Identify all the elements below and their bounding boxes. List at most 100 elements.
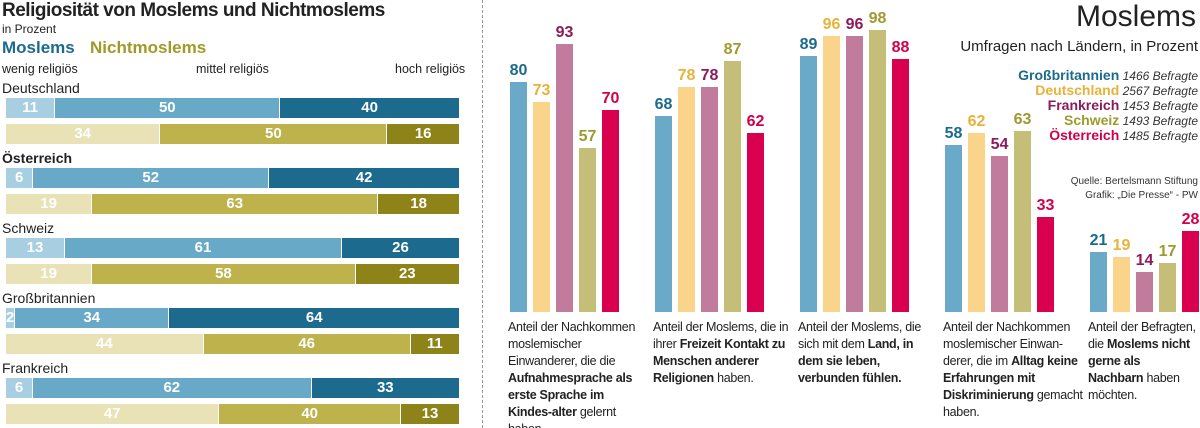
data-label: 78 [700,67,719,85]
right-chart-subtitle: Umfragen nach Ländern, in Prozent [960,38,1198,55]
bar-segment-moslems-1: 52 [33,168,269,188]
legend-country: Großbritannien [1018,67,1120,83]
legend-country: Schweiz [1064,112,1120,128]
data-label: 73 [532,81,551,99]
data-label: 57 [578,127,597,145]
data-label: 93 [555,24,574,42]
bar [991,156,1008,312]
bar-segment-nichtmoslems-0: 19 [6,194,92,214]
bar [602,110,619,312]
country-label: Deutschland [2,80,80,96]
bar-segment-moslems-2: 26 [341,238,459,258]
bar-segment-moslems-1: 62 [32,378,311,398]
bar-segment-nichtmoslems-1: 58 [92,264,355,284]
bar [892,58,909,312]
bar [579,147,596,312]
bar-segment-nichtmoslems-0: 19 [6,264,92,284]
data-label: 28 [1181,211,1200,229]
left-chart-title: Religiosität von Moslems und Nichtmoslem… [2,0,385,21]
country-label: Österreich [2,150,73,166]
bar-segment-moslems-1: 50 [55,98,280,118]
level-low-label: wenig religiös [2,62,78,76]
bar-segment-nichtmoslems-0: 34 [6,124,160,144]
bar-segment-moslems-0: 13 [6,238,65,258]
country-label: Großbritannien [2,290,96,306]
category-description: Anteil der Nachkommen moslemischer Einwa… [508,320,636,428]
data-label: 62 [746,113,765,131]
bar-segment-moslems-0: 2 [6,308,15,328]
country-label: Schweiz [2,220,55,236]
legend-item: Großbritannien 1466 Befragte [1018,67,1198,84]
data-label: 87 [723,41,742,59]
legend-item: Österreich 1485 Befragte [1049,127,1198,144]
data-label: 89 [799,35,818,53]
bar [968,133,985,312]
legend-nichtmoslems: Nichtmoslems [90,38,207,57]
bar [1090,251,1107,312]
bar-segment-moslems-2: 40 [280,98,459,118]
level-mid-label: mittel religiös [196,62,269,76]
credit: Grafik: „Die Presse“ - PW [1085,190,1198,201]
source: Quelle: Bertelsmann Stiftung [1070,176,1198,187]
divider [482,0,483,428]
bar-segment-nichtmoslems-2: 18 [378,194,459,214]
category-description: Anteil der Nachkommen moslemischer Einwa… [943,320,1083,419]
category-description: Anteil der Befragten, die Moslems nicht … [1088,320,1196,402]
bar-segment-moslems-2: 64 [169,308,459,328]
bar-segment-moslems-1: 34 [15,308,169,328]
left-chart-subtitle: in Prozent [2,22,57,36]
bar [510,81,527,312]
bar [556,44,573,312]
bar-segment-nichtmoslems-2: 23 [355,264,459,284]
legend-respondents: 2567 Befragte [1119,84,1198,98]
legend-country: Deutschland [1035,82,1120,98]
bar [724,61,741,312]
category-description: Anteil der Moslems, die sich mit dem Lan… [798,320,922,385]
bar-segment-nichtmoslems-2: 13 [400,404,459,424]
legend-respondents: 1493 Befragte [1119,114,1198,128]
bar-segment-moslems-0: 6 [6,168,33,188]
category-description: Anteil der Moslems, die in ihrer Freizei… [653,320,789,385]
bar [678,87,695,312]
legend-country: Österreich [1049,127,1120,143]
bar-segment-nichtmoslems-2: 11 [410,334,459,354]
data-label: 54 [990,136,1009,154]
level-high-label: hoch religiös [395,62,466,76]
bar-segment-moslems-2: 33 [311,378,459,398]
bar [1113,257,1130,312]
legend-respondents: 1453 Befragte [1119,99,1198,113]
bar-segment-nichtmoslems-1: 63 [92,194,378,214]
right-chart-title: Moslems [1075,0,1196,33]
bar [1182,231,1199,312]
data-label: 96 [845,15,864,33]
bar-segment-nichtmoslems-1: 46 [203,334,410,354]
legend-respondents: 1466 Befragte [1119,69,1198,83]
data-label: 17 [1158,243,1177,261]
bar-segment-moslems-2: 42 [269,168,459,188]
bar [1014,130,1031,312]
bar [701,87,718,312]
bar-segment-moslems-0: 6 [6,378,32,398]
data-label: 58 [944,124,963,142]
data-label: 80 [509,61,528,79]
data-label: 62 [967,113,986,131]
bar-segment-nichtmoslems-2: 16 [387,124,459,144]
bar [945,144,962,312]
data-label: 98 [868,9,887,27]
data-label: 14 [1135,251,1154,269]
bar [1136,271,1153,312]
bar [533,101,550,312]
bar [655,116,672,312]
legend-country: Frankreich [1047,97,1120,113]
bar [846,35,863,312]
bar-segment-nichtmoslems-0: 47 [6,404,219,424]
bar [800,55,817,312]
bar [747,133,764,312]
data-label: 33 [1036,196,1055,214]
bar [1037,216,1054,312]
data-label: 19 [1112,237,1131,255]
bar [1159,263,1176,312]
legend-item: Schweiz 1493 Befragte [1064,112,1198,129]
data-label: 21 [1089,231,1108,249]
